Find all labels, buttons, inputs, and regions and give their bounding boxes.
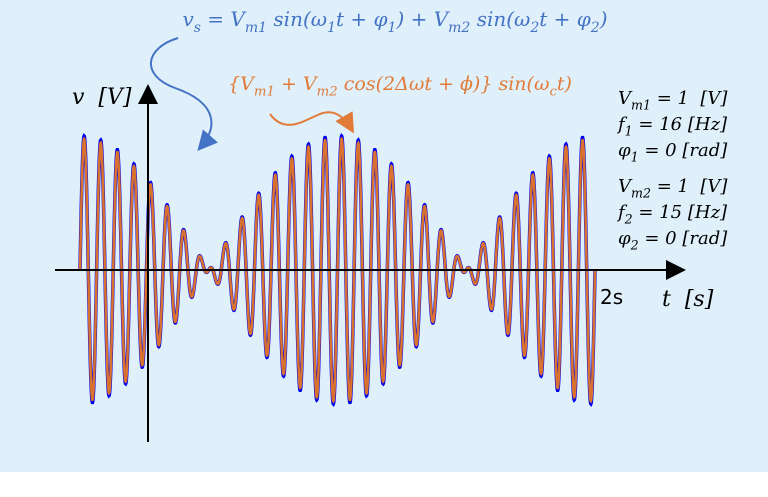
math-text: v [V] [72,85,132,110]
math-part: φ [618,140,631,161]
math-part: m2 [631,185,651,200]
math-part: = [633,114,660,135]
math-part: ) [599,7,608,31]
math-part: 0 [665,228,676,249]
math-part: [V] [84,85,131,110]
math-part: + V [275,73,319,95]
math-part: v [72,85,85,110]
math-part: t [662,287,671,312]
math-part: m1 [254,85,275,100]
math-part: = [633,202,660,223]
math-part: [Hz] [682,202,728,223]
math-part: m2 [317,85,338,100]
math-part: [Hz] [682,114,728,135]
math-part: = [651,176,678,197]
math-text: f2 = 15 [Hz] [616,202,728,226]
math-text: Vm1 = 1 [V] [618,88,728,112]
math-part: [rad] [677,140,729,161]
math-part: sin(ω [470,7,530,31]
t-end-label: 2s [600,285,623,309]
math-text: φ2 = 0 [rad] [618,228,728,252]
math-part: = [639,140,666,161]
math-part: 2 [624,211,633,226]
math-part: V [618,176,633,197]
pointer-blue [150,37,219,152]
math-part: 1 [631,149,639,164]
math-text: {Vm1 + Vm2 cos(2Δωt + ϕ)} sin(ωct) [228,73,572,100]
math-part: 2 [590,20,600,36]
math-part: 1 [625,123,633,138]
math-part: t) [557,73,572,95]
math-part: = V [201,7,247,31]
math-part: 2 [630,237,639,252]
math-part: [V] [689,176,728,197]
math-part: 16 [659,114,682,135]
math-part: 15 [659,202,682,223]
math-part: v [182,7,194,31]
math-part: φ [618,228,631,249]
math-part: 1 [327,20,336,36]
pointer-orange [269,111,355,134]
math-part: sin(ω [267,7,327,31]
math-part: t + φ [336,7,388,31]
math-part: m1 [631,97,651,112]
math-part: m1 [245,20,267,36]
math-part: 1 [678,88,689,109]
labels: vs = Vm1 sin(ω1t + φ1) + Vm2 sin(ω2t + φ… [72,7,728,312]
math-text: φ1 = 0 [rad] [618,140,728,164]
math-part: [V] [689,88,728,109]
math-text: vs = Vm1 sin(ω1t + φ1) + Vm2 sin(ω2t + φ… [182,7,607,36]
math-part: [rad] [677,228,729,249]
math-part: cos(2Δωt + ϕ)} sin(ω [338,73,550,95]
math-part: = [651,88,678,109]
math-part: [s] [671,287,714,312]
math-part: 2 [529,20,539,36]
math-part: {V [228,73,256,95]
math-text: Vm2 = 1 [V] [618,176,728,200]
background [0,0,768,472]
math-part: 0 [665,140,676,161]
math-part: s [194,20,201,36]
math-text: f1 = 16 [Hz] [616,114,728,138]
math-text: t [s] [662,287,714,312]
math-part: 1 [678,176,689,197]
math-part: ) + V [395,7,450,31]
math-part: c [549,85,557,100]
math-part: = [639,228,666,249]
math-part: m2 [448,20,470,36]
math-part: t + φ [539,7,591,31]
math-part: V [618,88,633,109]
math-part: 1 [388,20,397,36]
